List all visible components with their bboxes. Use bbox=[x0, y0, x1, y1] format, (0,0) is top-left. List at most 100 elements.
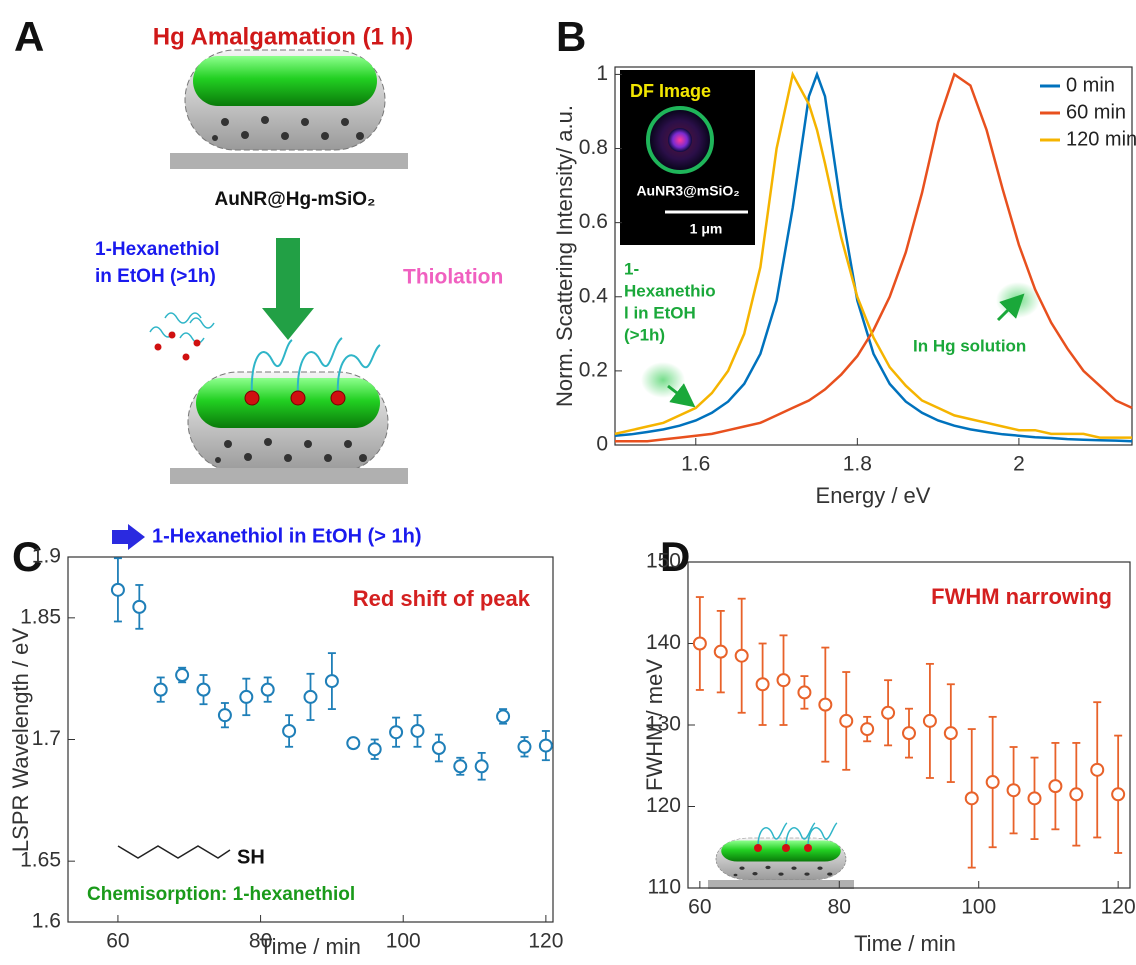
y-axis-label: LSPR Wavelength / eV bbox=[8, 628, 33, 853]
marker bbox=[1006, 783, 1021, 798]
data-point bbox=[755, 642, 770, 726]
marker bbox=[902, 726, 916, 741]
marker bbox=[1090, 762, 1105, 777]
marker bbox=[153, 682, 168, 697]
x-tick-label: 80 bbox=[249, 930, 272, 953]
data-point bbox=[881, 679, 896, 747]
data-point bbox=[713, 610, 728, 694]
inset-ring bbox=[646, 106, 714, 174]
annotation: (>1h) bbox=[624, 325, 665, 344]
marker bbox=[474, 759, 489, 774]
data-point bbox=[282, 714, 297, 748]
legend-label: 120 min bbox=[1066, 128, 1136, 150]
data-point bbox=[196, 674, 211, 706]
marker bbox=[367, 742, 382, 757]
marker bbox=[797, 685, 812, 700]
annotation: Chemisorption: 1-hexanethiol bbox=[87, 884, 355, 905]
data-point bbox=[217, 702, 232, 729]
marker bbox=[389, 725, 404, 740]
y-tick-label: 150 bbox=[646, 550, 681, 573]
marker bbox=[196, 682, 211, 697]
annotation: l in EtOH bbox=[624, 303, 696, 322]
inset-chains bbox=[757, 822, 838, 848]
panel-label: B bbox=[556, 13, 586, 60]
legend-label: 0 min bbox=[1066, 74, 1115, 96]
marker bbox=[239, 689, 254, 704]
data-point bbox=[922, 662, 937, 779]
x-tick-label: 2 bbox=[1013, 453, 1025, 476]
y-tick-label: 140 bbox=[646, 631, 681, 654]
data-point bbox=[132, 584, 147, 630]
marker bbox=[175, 668, 190, 683]
data-point bbox=[1027, 756, 1042, 840]
annotation: 1-Hexanethiol in EtOH (> 1h) bbox=[152, 525, 421, 547]
data-point bbox=[839, 671, 854, 771]
annotation: DF Image bbox=[630, 81, 711, 101]
data-point bbox=[1006, 746, 1021, 835]
x-axis-label: Time / min bbox=[259, 934, 361, 959]
data-point bbox=[346, 736, 361, 751]
y-tick-label: 1.9 bbox=[32, 545, 61, 568]
data-point bbox=[453, 756, 468, 776]
marker bbox=[538, 738, 553, 753]
plot-frame bbox=[614, 66, 1133, 446]
annotation: Red shift of peak bbox=[353, 586, 531, 611]
y-tick-label: 1.85 bbox=[20, 605, 61, 628]
marker bbox=[431, 741, 446, 756]
marker bbox=[755, 677, 770, 692]
marker bbox=[410, 723, 425, 738]
marker bbox=[132, 599, 147, 614]
data-point bbox=[496, 708, 511, 725]
annotation: In Hg solution bbox=[913, 336, 1026, 355]
data-point bbox=[860, 715, 875, 743]
marker bbox=[282, 723, 297, 738]
x-tick-label: 60 bbox=[688, 896, 711, 919]
arrow bbox=[996, 293, 1025, 322]
data-point bbox=[692, 596, 707, 691]
y-tick-label: 1.6 bbox=[32, 910, 61, 933]
spectrum-line bbox=[614, 70, 1132, 439]
inset-atoms bbox=[754, 844, 812, 852]
data-point bbox=[964, 728, 979, 869]
marker bbox=[303, 689, 318, 704]
marker bbox=[692, 636, 707, 651]
inset-base bbox=[708, 880, 854, 889]
y-tick-label: 1 bbox=[596, 62, 608, 85]
marker bbox=[453, 759, 468, 774]
marker bbox=[818, 697, 833, 712]
spectrum-line bbox=[615, 72, 1133, 443]
annotation: 1- bbox=[624, 259, 639, 278]
marker bbox=[1069, 787, 1084, 802]
marker bbox=[496, 709, 511, 724]
data-point bbox=[389, 716, 404, 748]
y-axis-label: Norm. Scattering Intensity/ a.u. bbox=[552, 105, 577, 407]
annotation: 1 μm bbox=[690, 221, 723, 237]
marker bbox=[1027, 791, 1042, 806]
legend-label: 60 min bbox=[1066, 101, 1126, 123]
marker bbox=[860, 722, 875, 737]
data-point bbox=[1111, 734, 1126, 854]
marker bbox=[346, 736, 361, 751]
arrow bbox=[667, 383, 696, 408]
x-tick-label: 100 bbox=[961, 896, 996, 919]
marker bbox=[260, 682, 275, 697]
reagent-label: in EtOH (>1h) bbox=[95, 266, 216, 287]
product-label: AuNR@Hg-mSiO₂ bbox=[214, 189, 375, 210]
data-point bbox=[474, 751, 489, 781]
data-point bbox=[324, 652, 339, 710]
marker bbox=[943, 726, 958, 741]
y-tick-label: 0.8 bbox=[579, 136, 608, 159]
marker bbox=[1048, 779, 1063, 794]
data-point bbox=[1090, 701, 1105, 839]
panel-label: A bbox=[14, 13, 44, 60]
data-point bbox=[818, 646, 833, 763]
spectrum-line bbox=[614, 70, 1133, 443]
annotation: FWHM narrowing bbox=[931, 584, 1112, 609]
data-point bbox=[175, 666, 190, 684]
marker bbox=[110, 582, 125, 597]
inset-spot bbox=[668, 128, 692, 152]
data-point bbox=[943, 683, 958, 783]
data-point bbox=[538, 730, 553, 762]
data-point bbox=[410, 714, 425, 748]
x-tick-label: 60 bbox=[106, 930, 129, 953]
